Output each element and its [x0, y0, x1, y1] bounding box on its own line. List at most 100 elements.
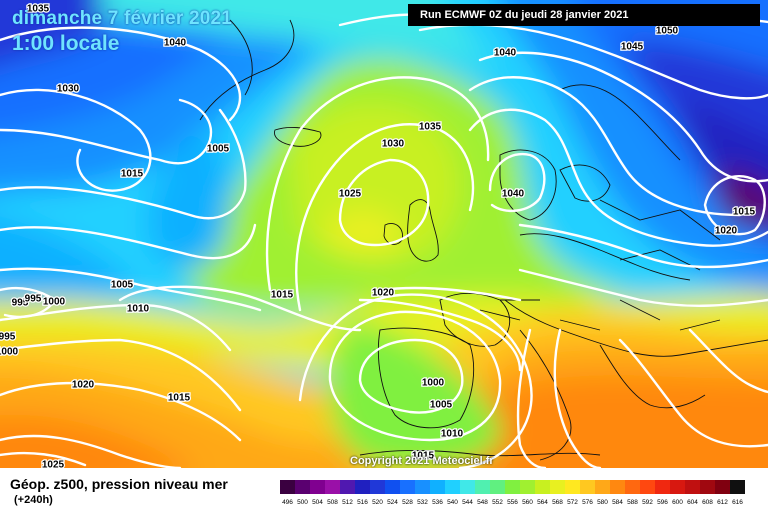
color-scale-label: 500: [297, 499, 308, 506]
isobar-label: 1040: [494, 48, 517, 59]
color-scale-swatch: [340, 480, 355, 494]
color-scale-swatch: [535, 480, 550, 494]
isobar-label: 1010: [127, 304, 150, 315]
color-scale-swatch: [655, 480, 670, 494]
isobar-label: 1020: [372, 288, 395, 299]
isobar-label: 1015: [121, 169, 144, 180]
color-scale-swatch: [700, 480, 715, 494]
map-legend-footer: Géop. z500, pression niveau mer (+240h) …: [0, 468, 768, 512]
color-scale-swatch: [325, 480, 340, 494]
color-scale-swatch: [460, 480, 475, 494]
color-scale-label: 552: [492, 499, 503, 506]
color-scale-swatch: [385, 480, 400, 494]
forecast-lead-time: (+240h): [14, 494, 53, 506]
color-scale-swatch: [565, 480, 580, 494]
color-scale-swatch: [475, 480, 490, 494]
color-scale-label: 508: [327, 499, 338, 506]
color-scale-label: 524: [387, 499, 398, 506]
color-scale-label: 532: [417, 499, 428, 506]
color-scale-swatch: [430, 480, 445, 494]
color-scale-swatch: [490, 480, 505, 494]
isobar-label: 995: [25, 294, 42, 305]
isobar-label: 1050: [656, 26, 679, 37]
isobar-label: 1020: [72, 380, 95, 391]
color-scale-swatch: [640, 480, 655, 494]
isobar-label: 1025: [339, 189, 362, 200]
model-run-label: Run ECMWF 0Z du jeudi 28 janvier 2021: [408, 4, 760, 26]
color-scale-swatch: [730, 480, 745, 494]
isobar-label: 1005: [430, 400, 453, 411]
color-scale-label: 572: [567, 499, 578, 506]
geopotential-map: 1035 1040 1030 1005 1015 1040 1045 1050 1035 1030…: [0, 0, 768, 468]
color-scale-label: 576: [582, 499, 593, 506]
color-scale-label: 544: [462, 499, 473, 506]
forecast-date: dimanche 7 février 2021: [12, 8, 233, 29]
color-scale-label: 504: [312, 499, 323, 506]
color-scale-swatch: [580, 480, 595, 494]
isobar-label: 1010: [441, 429, 464, 440]
isobar-label: 1000: [43, 297, 66, 308]
isobar-label: 1045: [621, 42, 644, 53]
color-scale-swatch: [520, 480, 535, 494]
color-scale-swatch: [310, 480, 325, 494]
color-scale-label: 608: [702, 499, 713, 506]
isobar-label: 1000: [422, 378, 445, 389]
isobar-labels: 1035 1040 1030 1005 1015 1040 1045 1050 1035 1030…: [0, 2, 757, 468]
isobar-label: 1035: [27, 4, 50, 15]
color-scale-label: 512: [342, 499, 353, 506]
isobar-label: 1020: [715, 226, 738, 237]
isobar-label: 1040: [164, 38, 187, 49]
color-scale-swatch: [295, 480, 310, 494]
isobar-label: 1035: [419, 122, 442, 133]
color-scale-label: 540: [447, 499, 458, 506]
isobar-label: 1015: [168, 393, 191, 404]
color-scale-label: 564: [537, 499, 548, 506]
isobar-label: 1005: [111, 280, 134, 291]
copyright-notice: Copyright 2021 Meteociel.fr: [350, 455, 494, 467]
isobar-label: 1025: [42, 460, 65, 468]
isobar-label: 995: [12, 298, 29, 309]
isobar-lines: [0, 13, 768, 468]
color-scale-swatch: [400, 480, 415, 494]
isobar-label: 1005: [207, 144, 230, 155]
isobar-label: 1015: [271, 290, 294, 301]
isobar-label: 1015: [412, 451, 435, 462]
color-scale-swatch: [685, 480, 700, 494]
color-scale-label: 520: [372, 499, 383, 506]
isobar-label: 1030: [57, 84, 80, 95]
color-scale-label: 596: [657, 499, 668, 506]
color-scale-swatch: [505, 480, 520, 494]
forecast-local-time: 1:00 locale: [12, 32, 120, 55]
color-scale-swatch: [355, 480, 370, 494]
color-scale-label: 604: [687, 499, 698, 506]
color-scale-swatch: [595, 480, 610, 494]
isobar-label: 1015: [733, 207, 756, 218]
color-scale-label: 612: [717, 499, 728, 506]
color-scale-swatch: [670, 480, 685, 494]
map-title: Géop. z500, pression niveau mer: [10, 476, 228, 492]
color-scale-label: 560: [522, 499, 533, 506]
isobar-label: 1040: [502, 189, 525, 200]
color-scale-label: 616: [732, 499, 743, 506]
color-scale-label: 516: [357, 499, 368, 506]
color-scale-label: 580: [597, 499, 608, 506]
color-scale-bar: 496 500 504 508 512 516 520 524 528 532 536 540 544 5…: [280, 480, 745, 506]
color-scale-label: 600: [672, 499, 683, 506]
isobar-label: 1000: [0, 347, 19, 358]
color-scale-label: 568: [552, 499, 563, 506]
color-scale-label: 556: [507, 499, 518, 506]
color-scale-swatch: [610, 480, 625, 494]
color-scale-swatch: [550, 480, 565, 494]
color-scale-label: 588: [627, 499, 638, 506]
color-scale-swatch: [280, 480, 295, 494]
color-scale-swatch: [370, 480, 385, 494]
isobar-label: 995: [0, 332, 16, 343]
color-scale-swatch: [415, 480, 430, 494]
color-scale-label: 536: [432, 499, 443, 506]
color-scale-label: 548: [477, 499, 488, 506]
color-scale-label: 528: [402, 499, 413, 506]
color-scale-label: 592: [642, 499, 653, 506]
color-scale-label: 496: [282, 499, 293, 506]
isobar-label: 1030: [382, 139, 405, 150]
